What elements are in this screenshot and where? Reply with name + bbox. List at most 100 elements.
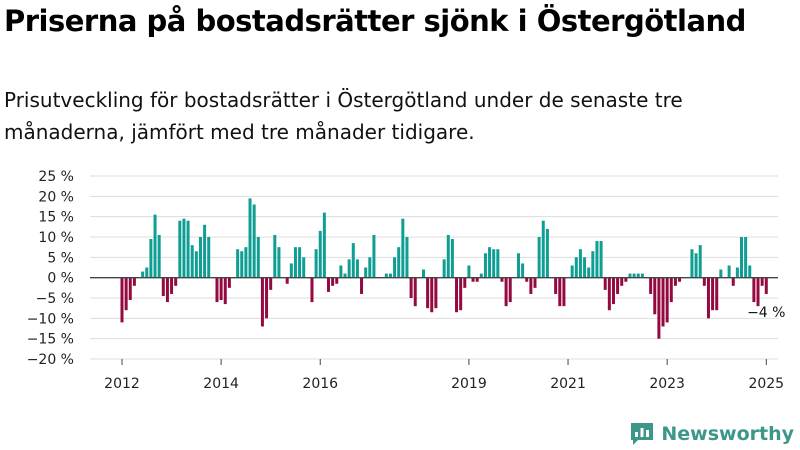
page-subtitle: Prisutveckling för bostadsrätter i Öster… bbox=[4, 88, 683, 144]
bar bbox=[401, 218, 405, 278]
bar bbox=[463, 277, 467, 288]
bar bbox=[537, 237, 541, 278]
y-axis: 25 % 20 % 15 % 10 % 5 % 0 % −5 % −10 % −15 % −20 … bbox=[27, 169, 74, 368]
bar bbox=[500, 277, 504, 282]
bar bbox=[744, 237, 748, 278]
bar bbox=[426, 277, 430, 309]
bar bbox=[393, 257, 397, 278]
bar bbox=[661, 277, 665, 327]
bar bbox=[740, 237, 743, 278]
bar bbox=[351, 243, 355, 278]
bar bbox=[248, 198, 252, 278]
bar bbox=[145, 267, 149, 278]
y-tick-label: −15 % bbox=[27, 332, 74, 348]
bar bbox=[587, 267, 591, 278]
bar bbox=[372, 234, 376, 278]
y-tick-label: 5 % bbox=[47, 250, 74, 266]
bar bbox=[314, 249, 318, 278]
bar bbox=[322, 212, 326, 278]
y-tick-label: 25 % bbox=[38, 169, 74, 185]
bar bbox=[285, 277, 289, 284]
bar bbox=[339, 265, 343, 278]
bar bbox=[455, 277, 459, 313]
bar bbox=[628, 273, 632, 278]
bar bbox=[673, 277, 677, 286]
bar bbox=[442, 259, 446, 278]
bar bbox=[198, 237, 202, 278]
bar bbox=[496, 249, 500, 278]
bar bbox=[616, 277, 620, 294]
bar bbox=[483, 253, 487, 278]
bar bbox=[368, 257, 372, 278]
bar bbox=[124, 277, 128, 311]
bar bbox=[727, 265, 731, 278]
bar bbox=[215, 277, 219, 303]
bar bbox=[488, 247, 492, 278]
bar bbox=[384, 273, 388, 278]
bar bbox=[289, 263, 293, 278]
bar bbox=[583, 257, 587, 278]
bar bbox=[760, 277, 764, 286]
bar bbox=[690, 249, 694, 278]
bar bbox=[711, 277, 715, 311]
bar bbox=[413, 277, 417, 307]
x-tick-label: 2014 bbox=[203, 376, 239, 392]
bar bbox=[430, 277, 434, 313]
bar bbox=[475, 277, 479, 282]
y-tick-label: 15 % bbox=[38, 210, 74, 226]
bar bbox=[277, 247, 281, 278]
bar bbox=[636, 273, 640, 278]
bar bbox=[269, 277, 273, 290]
bar bbox=[446, 234, 450, 278]
bar bbox=[562, 277, 566, 307]
bar bbox=[653, 277, 657, 315]
bar bbox=[669, 277, 673, 303]
bar bbox=[603, 277, 607, 290]
bar bbox=[525, 277, 529, 282]
bar bbox=[541, 220, 545, 278]
bar bbox=[706, 277, 710, 319]
bar bbox=[467, 265, 471, 278]
bar bbox=[318, 230, 322, 278]
bar bbox=[554, 277, 558, 294]
bar bbox=[331, 277, 335, 286]
y-tick-label: 0 % bbox=[47, 271, 74, 287]
bar bbox=[632, 273, 636, 278]
bar bbox=[335, 277, 339, 284]
bar bbox=[756, 277, 760, 307]
bar bbox=[450, 239, 454, 278]
bar bbox=[405, 237, 409, 278]
bar-chart-bubble-icon bbox=[631, 423, 654, 445]
bar bbox=[665, 277, 669, 323]
bar bbox=[694, 253, 698, 278]
bar bbox=[570, 265, 574, 278]
x-tick-label: 2023 bbox=[649, 376, 685, 392]
bar bbox=[360, 277, 364, 294]
bar bbox=[186, 220, 190, 278]
y-tick-label: 10 % bbox=[38, 230, 74, 246]
bar bbox=[174, 277, 178, 286]
bar bbox=[492, 249, 496, 278]
bar bbox=[620, 277, 624, 286]
chart-gridlines bbox=[90, 175, 778, 360]
bar bbox=[529, 277, 533, 294]
brand-name: Newsworthy bbox=[661, 423, 794, 445]
page-title: Priserna på bostadsrätter sjönk i Österg… bbox=[4, 4, 746, 38]
bar bbox=[764, 277, 768, 294]
bar bbox=[256, 237, 260, 278]
bar bbox=[190, 245, 194, 278]
bar bbox=[293, 247, 297, 278]
bar bbox=[355, 259, 359, 278]
bar bbox=[388, 273, 392, 278]
bar bbox=[459, 277, 463, 311]
bar bbox=[471, 277, 475, 282]
bar bbox=[273, 234, 277, 278]
bar bbox=[479, 273, 483, 278]
bar bbox=[698, 245, 702, 278]
bar bbox=[219, 277, 223, 301]
bar bbox=[649, 277, 653, 294]
y-tick-label: −5 % bbox=[36, 291, 74, 307]
bar bbox=[574, 257, 578, 278]
bar bbox=[327, 277, 330, 292]
bar bbox=[678, 277, 682, 282]
